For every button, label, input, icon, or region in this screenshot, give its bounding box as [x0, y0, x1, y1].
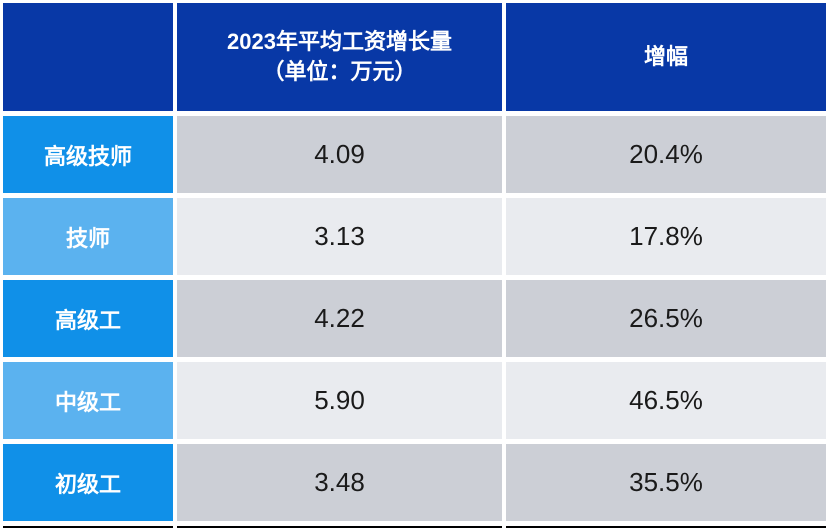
bottom-border-segment: [3, 526, 173, 528]
salary-growth-table: 2023年平均工资增长量 （单位：万元） 增幅 高级技师 4.09 20.4% …: [3, 3, 826, 528]
row-label-junior-worker: 初级工: [3, 444, 173, 521]
bottom-border-segment: [177, 526, 502, 528]
pct-cell: 46.5%: [506, 362, 826, 439]
row-label-technician: 技师: [3, 198, 173, 275]
bottom-border-segment: [506, 526, 826, 528]
header-salary-growth-column: 2023年平均工资增长量 （单位：万元）: [177, 3, 502, 111]
header-corner-cell: [3, 3, 173, 111]
pct-cell: 35.5%: [506, 444, 826, 521]
row-label-senior-worker: 高级工: [3, 280, 173, 357]
row-label-intermediate-worker: 中级工: [3, 362, 173, 439]
pct-cell: 20.4%: [506, 116, 826, 193]
pct-cell: 26.5%: [506, 280, 826, 357]
pct-cell: 17.8%: [506, 198, 826, 275]
value-cell: 4.09: [177, 116, 502, 193]
row-label-senior-technician: 高级技师: [3, 116, 173, 193]
value-cell: 4.22: [177, 280, 502, 357]
value-cell: 3.48: [177, 444, 502, 521]
value-cell: 3.13: [177, 198, 502, 275]
header-growth-rate-column: 增幅: [506, 3, 826, 111]
value-cell: 5.90: [177, 362, 502, 439]
